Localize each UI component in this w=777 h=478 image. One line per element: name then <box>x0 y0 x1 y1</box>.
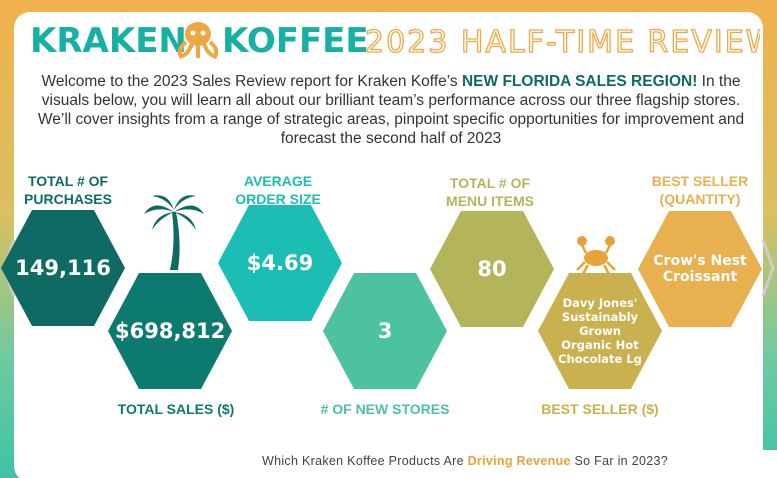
kpi-label: BEST SELLER ($) <box>541 400 658 418</box>
kpi-label-line: BEST SELLER ($) <box>541 401 659 417</box>
kpi-label-line: TOTAL # OF <box>449 175 531 191</box>
title: KRAKEN KOFFEE 2023 HALF-TIME REVIEW <box>30 21 760 61</box>
octopus-icon <box>177 22 219 60</box>
intro-text: In the visuals below, you will learn all… <box>37 73 745 147</box>
kpi-hexagon <box>638 211 762 327</box>
footer-text-part: Which Kraken Koffee Products Are <box>262 454 468 468</box>
kpi-hexagon <box>218 205 342 321</box>
kpi-label: TOTAL # OF PURCHASES <box>24 172 112 208</box>
kpi-value: $4.69 <box>246 251 314 275</box>
subtitle: 2023 HALF-TIME REVIEW <box>365 25 760 60</box>
footer-text: Which Kraken Koffee Products Are Driving… <box>262 454 668 468</box>
kpi-label-line: MENU ITEMS <box>446 193 534 209</box>
kpi-value: 149,116 <box>15 256 111 280</box>
kpi-hexagon <box>538 273 662 389</box>
kpi-hexagon <box>430 211 554 327</box>
kpi-label-line: PURCHASES <box>24 191 112 207</box>
intro-text: Welcome to the 2023 Sales Review report … <box>41 73 462 90</box>
kpi-label: TOTAL # OF MENU ITEMS <box>446 174 534 210</box>
kpi-value: Crow's Nest Croissant <box>653 253 747 285</box>
kpi-label-line: # OF NEW STORES <box>320 401 450 417</box>
intro: Welcome to the 2023 Sales Review report … <box>28 72 754 148</box>
palm-icon <box>144 195 204 270</box>
kpi-label-line: TOTAL SALES ($) <box>117 401 235 417</box>
kpi-label: AVERAGE ORDER SIZE <box>235 172 321 208</box>
kpi-label-line: ORDER SIZE <box>235 191 321 207</box>
kpi-value: $698,812 <box>115 319 226 343</box>
brand-left: KRAKEN <box>30 21 187 61</box>
kpi-value: 3 <box>377 319 393 343</box>
kpi-label-line: (QUANTITY) <box>659 191 741 207</box>
kpi-hexagon <box>1 210 125 326</box>
footer-highlight: Driving Revenue <box>467 454 571 468</box>
right-chevron <box>761 239 775 297</box>
kpi-hexagon <box>108 273 232 389</box>
kpi-value: 80 <box>477 257 507 281</box>
panel <box>14 12 763 478</box>
footer: Which Kraken Koffee Products Are Driving… <box>250 450 777 478</box>
kpi-value: Davy Jones' Sustainably Grown Organic Ho… <box>558 296 642 366</box>
brand-right: KOFFEE <box>222 21 369 61</box>
footer-text-part: So Far in 2023? <box>570 454 668 468</box>
kpi-hexagon <box>323 273 447 389</box>
kpi-label: # OF NEW STORES <box>321 400 450 418</box>
kpi-label-line: BEST SELLER <box>651 173 749 189</box>
kpi-label-line: TOTAL # OF <box>27 173 109 189</box>
kpi-label: BEST SELLER (QUANTITY) <box>652 172 748 208</box>
kpi-label: TOTAL SALES ($) <box>118 400 235 418</box>
intro-highlight: NEW FLORIDA SALES REGION! <box>461 73 698 90</box>
crab-icon <box>576 236 616 275</box>
kpi-label-line: AVERAGE <box>243 173 313 189</box>
